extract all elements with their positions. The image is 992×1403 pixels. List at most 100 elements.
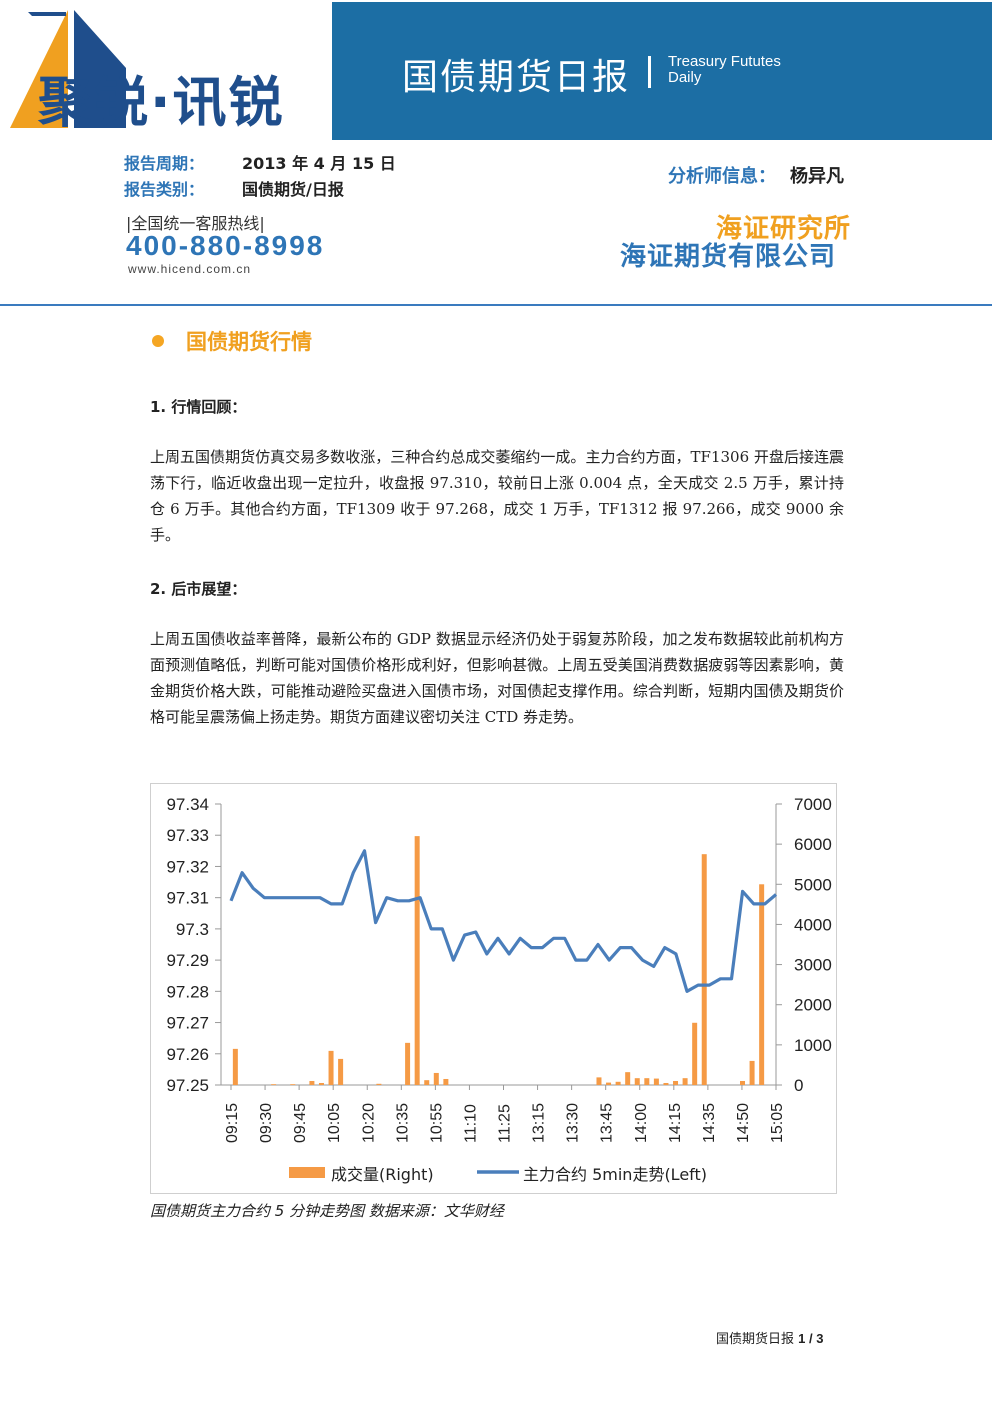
volume-bar: [644, 1078, 650, 1085]
left-tick-label: 97.25: [166, 1076, 209, 1095]
volume-bar: [376, 1083, 382, 1085]
x-tick-label: 09:30: [258, 1103, 275, 1143]
left-tick-label: 97.27: [166, 1014, 209, 1033]
volume-bar: [596, 1077, 602, 1085]
report-title-en-line2: Daily: [668, 69, 702, 86]
volume-bar: [625, 1072, 631, 1085]
volume-bar: [414, 836, 420, 1085]
outlook-paragraph: 上周五国债收益率普降，最新公布的 GDP 数据显示经济仍处于弱复苏阶段，加之发布…: [150, 630, 844, 726]
period-label: 报告周期：: [124, 154, 205, 173]
right-tick-label: 5000: [794, 875, 832, 894]
volume-bar: [692, 1022, 698, 1085]
review-heading: 1. 行情回顾：: [150, 398, 247, 416]
period-value: 2013 年 4 月 15 日: [242, 154, 396, 173]
legend-bar-swatch: [289, 1167, 325, 1178]
right-tick-label: 1000: [794, 1036, 832, 1055]
chart-container: 97.25 97.26 97.27 97.28 97.29 97.3 97.31 97.32 9…: [150, 783, 837, 1194]
volume-bar: [759, 884, 765, 1085]
volume-bar: [653, 1078, 659, 1085]
left-tick-label: 97.33: [166, 826, 209, 845]
volume-bar: [749, 1060, 755, 1085]
volume-bar: [271, 1084, 277, 1085]
x-tick-label: 13:15: [531, 1103, 548, 1143]
left-tick-label: 97.29: [166, 951, 209, 970]
volume-bar: [443, 1078, 449, 1085]
volume-bar: [673, 1080, 679, 1085]
title-banner: [332, 2, 992, 140]
volume-bar: [615, 1081, 621, 1085]
x-tick-label: 13:30: [565, 1103, 582, 1143]
header-divider: [0, 304, 992, 306]
right-tick-label: 7000: [794, 795, 832, 814]
category-label: 报告类别：: [124, 180, 205, 199]
analyst-label: 分析师信息：: [668, 166, 776, 187]
x-tick-label: 09:45: [292, 1103, 309, 1143]
left-tick-label: 97.34: [166, 795, 209, 814]
right-tick-label: 4000: [794, 915, 832, 934]
section-title: 国债期货行情: [186, 330, 312, 354]
company-name: 海证期货有限公司: [620, 242, 837, 272]
page-number: 1 / 3: [798, 1331, 824, 1346]
analyst-name: 杨异凡: [790, 166, 844, 187]
volume-bar: [634, 1078, 640, 1085]
volume-bar: [424, 1080, 430, 1085]
volume-bar: [682, 1078, 688, 1085]
volume-bar: [318, 1082, 324, 1085]
institute-name: 海证研究所: [716, 214, 852, 244]
left-tick-label: 97.26: [166, 1045, 209, 1064]
category-value: 国债期货/日报: [242, 180, 344, 199]
x-tick-label: 14:15: [667, 1103, 684, 1143]
legend-volume-label: 成交量(Right): [331, 1165, 434, 1184]
right-tick-label: 3000: [794, 956, 832, 975]
report-title: 国债期货日报: [402, 57, 631, 98]
x-tick-label: 10:05: [326, 1103, 343, 1143]
title-divider: [648, 56, 651, 88]
x-tick-label: 09:15: [224, 1103, 241, 1143]
outlook-heading: 2. 后市展望：: [150, 580, 247, 598]
left-tick-label: 97.3: [176, 920, 209, 939]
x-tick-label: 10:55: [428, 1103, 445, 1143]
volume-bar: [309, 1080, 315, 1085]
volume-bar: [290, 1084, 296, 1085]
left-tick-label: 97.31: [166, 889, 209, 908]
logo-text: 聚锐·讯锐: [38, 71, 285, 134]
volume-bar: [740, 1080, 746, 1085]
sail-logo-graphic: [10, 10, 126, 128]
right-tick-label: 0: [794, 1076, 803, 1095]
right-tick-label: 2000: [794, 996, 832, 1015]
bullet-icon: [152, 335, 164, 347]
review-paragraph: 上周五国债期货仿真交易多数收涨，三种合约总成交萎缩约一成。主力合约方面，TF13…: [150, 448, 844, 544]
price-volume-chart: 97.25 97.26 97.27 97.28 97.29 97.3 97.31 97.32 9…: [166, 795, 832, 1184]
volume-bar: [232, 1048, 238, 1085]
x-tick-label: 10:35: [394, 1103, 411, 1143]
price-line: [229, 849, 778, 993]
left-tick-label: 97.28: [166, 982, 209, 1001]
page-footer: 国债期货日报 1 / 3: [716, 1328, 823, 1347]
volume-bar: [433, 1072, 439, 1085]
volume-bar: [328, 1050, 334, 1085]
chart-caption: 国债期货主力合约 5 分钟走势图 数据来源：文华财经: [150, 1202, 504, 1220]
volume-bar: [663, 1082, 669, 1085]
footer-title: 国债期货日报: [716, 1332, 795, 1347]
right-tick-label: 6000: [794, 835, 832, 854]
x-tick-label: 14:35: [701, 1103, 718, 1143]
website-link[interactable]: www.hicend.com.cn: [128, 262, 252, 276]
volume-bar: [338, 1058, 344, 1085]
report-title-en: Treasury Fututes Daily: [668, 54, 781, 86]
x-tick-label: 14:50: [735, 1103, 752, 1143]
x-tick-label: 13:45: [599, 1103, 616, 1143]
legend-price-label: 主力合约 5min走势(Left): [523, 1165, 707, 1184]
volume-bar: [606, 1082, 612, 1085]
volume-bar: [405, 1042, 411, 1085]
x-tick-label: 15:05: [769, 1103, 786, 1143]
volume-bar: [701, 854, 707, 1085]
hotline-label: |全国统一客服热线|: [126, 214, 265, 233]
brand-logo: [8, 8, 318, 136]
x-tick-label: 11:25: [497, 1104, 514, 1143]
x-tick-label: 14:00: [633, 1103, 650, 1143]
hotline-number: 400-880-8998: [126, 230, 325, 261]
report-title-en-line1: Treasury Fututes: [668, 53, 781, 70]
x-tick-label: 11:10: [462, 1104, 479, 1143]
x-tick-label: 10:20: [360, 1103, 377, 1143]
left-tick-label: 97.32: [166, 857, 209, 876]
